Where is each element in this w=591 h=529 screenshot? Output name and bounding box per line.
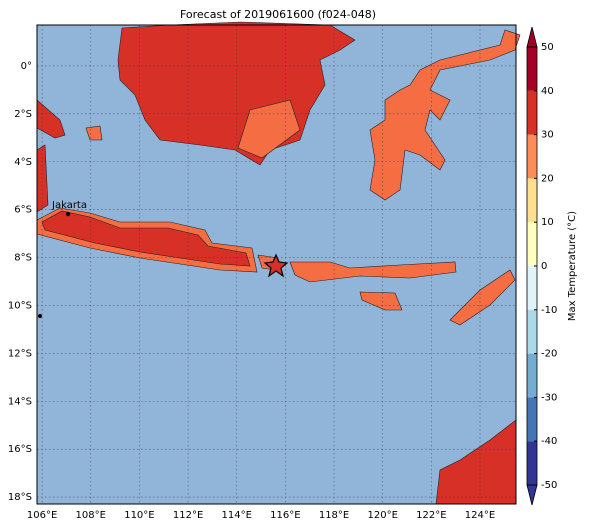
colorbar-tick-label: 30: [541, 130, 554, 141]
colorbar: -50 -40 -30 -20 -10 0 10 20 30 40 50: [526, 26, 557, 506]
lon-tick-label: 106°E: [27, 510, 57, 521]
lat-tick-label: 10°S: [8, 300, 32, 311]
colorbar-band: [527, 222, 537, 266]
colorbar-tick-label: 0: [541, 261, 547, 272]
city-dot: [38, 314, 42, 318]
colorbar-extend: [526, 26, 538, 48]
lon-tick-label: 124°E: [465, 510, 495, 521]
lon-tick-label: 112°E: [173, 510, 203, 521]
lat-tick-label: 4°S: [14, 157, 32, 168]
lon-tick-label: 118°E: [319, 510, 349, 521]
nusa-tenggara: [289, 261, 457, 283]
colorbar-band: [527, 353, 537, 398]
colorbar-tick-label: 10: [541, 217, 554, 228]
title: Forecast of 2019061600 (f024-048): [180, 8, 376, 21]
colorbar-band: [527, 397, 537, 442]
lon-tick-label: 108°E: [76, 510, 106, 521]
colorbar-band: [527, 47, 537, 91]
bangka: [85, 125, 103, 141]
colorbar-extend: [526, 484, 538, 506]
lat-tick-label: 12°S: [8, 348, 32, 359]
colorbar-tick-label: -10: [541, 305, 557, 316]
lat-tick-label: 14°S: [8, 396, 32, 407]
location-star: [263, 253, 289, 278]
colorbar-label: Max Temperature (°C): [567, 211, 578, 321]
colorbar-tick-label: 40: [541, 86, 554, 97]
city-dot: [65, 211, 71, 217]
colorbar-band: [527, 134, 537, 179]
colorbar-tick-label: -20: [541, 349, 557, 360]
sumba: [359, 291, 403, 311]
colorbar-band: [527, 309, 537, 354]
lat-tick-label: 18°S: [8, 492, 32, 503]
lat-tick-label: 2°S: [14, 109, 32, 120]
map-frame: [36, 24, 517, 505]
colorbar-tick-label: 20: [541, 173, 554, 184]
colorbar-tick-label: -30: [541, 392, 557, 403]
lon-tick-label: 114°E: [222, 510, 252, 521]
lat-tick-label: 8°S: [14, 253, 32, 264]
colorbar-tick-label: -50: [541, 480, 557, 491]
borneo-warm: [237, 99, 301, 159]
colorbar-band: [527, 90, 537, 135]
place-label: Jakarta: [51, 200, 87, 211]
colorbar-tick-label: -40: [541, 436, 557, 447]
lon-tick-label: 120°E: [367, 510, 397, 521]
lon-tick-label: 110°E: [124, 510, 154, 521]
colorbar-band: [527, 178, 537, 223]
lat-tick-label: 0°: [21, 61, 32, 72]
sulawesi: [369, 29, 521, 201]
lon-tick-label: 122°E: [416, 510, 446, 521]
lat-tick-label: 16°S: [8, 444, 32, 455]
colorbar-tick-label: 50: [541, 42, 554, 53]
colorbar-band: [527, 441, 537, 485]
lon-tick-label: 116°E: [270, 510, 300, 521]
colorbar-band: [527, 266, 537, 310]
java: [41, 210, 251, 267]
lat-tick-label: 6°S: [14, 205, 32, 216]
map: Jakarta: [36, 21, 521, 505]
